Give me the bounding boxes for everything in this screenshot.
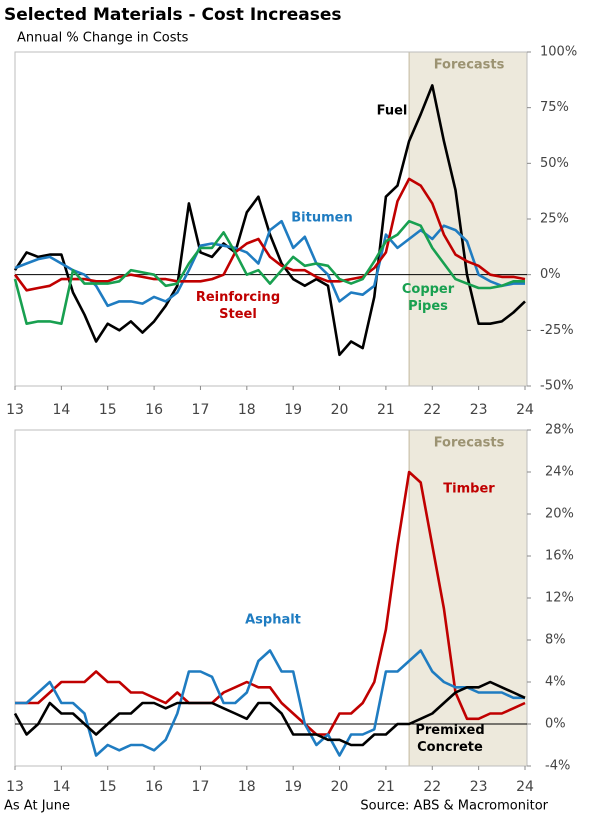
y-tick-label: -25% bbox=[540, 323, 574, 338]
x-tick-label: 22 bbox=[423, 402, 441, 418]
x-tick-label: 22 bbox=[423, 779, 441, 795]
series-label: Premixed Concrete bbox=[415, 723, 484, 755]
series-label: Bitumen bbox=[291, 211, 352, 226]
series-label: Copper Pipes bbox=[402, 282, 455, 314]
series-line bbox=[13, 177, 526, 292]
series-label: Fuel bbox=[377, 104, 408, 119]
x-tick-label: 15 bbox=[99, 402, 117, 418]
x-tick-label: 17 bbox=[192, 779, 210, 795]
x-tick-label: 21 bbox=[377, 779, 395, 795]
y-tick-label: 4% bbox=[545, 675, 566, 690]
forecast-label: Forecasts bbox=[434, 436, 505, 451]
x-tick-label: 16 bbox=[145, 779, 163, 795]
x-tick-label: 20 bbox=[331, 402, 349, 418]
y-tick-label: 0% bbox=[540, 267, 561, 282]
forecast-label: Forecasts bbox=[434, 58, 505, 73]
x-tick-label: 18 bbox=[238, 402, 256, 418]
x-tick-label: 20 bbox=[331, 779, 349, 795]
x-tick-label: 18 bbox=[238, 779, 256, 795]
y-tick-label: 75% bbox=[540, 100, 569, 115]
y-tick-label: 24% bbox=[545, 465, 574, 480]
series-line bbox=[15, 470, 526, 736]
footer-right: Source: ABS & Macromonitor bbox=[360, 799, 548, 814]
y-tick-label: 100% bbox=[540, 45, 577, 60]
x-tick-label: 23 bbox=[470, 779, 488, 795]
x-tick-label: 21 bbox=[377, 402, 395, 418]
footer-left: As At June bbox=[4, 799, 70, 814]
series-line bbox=[13, 680, 526, 747]
subtitle: Annual % Change in Costs bbox=[17, 31, 189, 46]
x-tick-label: 14 bbox=[52, 779, 70, 795]
y-tick-label: -4% bbox=[545, 759, 570, 774]
x-tick-label: 13 bbox=[6, 402, 24, 418]
series-line bbox=[13, 84, 526, 357]
y-tick-label: 50% bbox=[540, 156, 569, 171]
series-label: Timber bbox=[443, 482, 495, 497]
series-line bbox=[13, 219, 525, 325]
x-tick-label: 14 bbox=[52, 402, 70, 418]
x-tick-label: 13 bbox=[6, 779, 24, 795]
y-tick-label: 12% bbox=[545, 591, 574, 606]
x-tick-label: 24 bbox=[516, 779, 534, 795]
x-tick-label: 23 bbox=[470, 402, 488, 418]
y-tick-label: 16% bbox=[545, 549, 574, 564]
series-label: Asphalt bbox=[245, 613, 301, 628]
y-tick-label: -50% bbox=[540, 379, 574, 394]
y-tick-label: 20% bbox=[545, 507, 574, 522]
forecast-region bbox=[408, 51, 528, 387]
series-line bbox=[15, 649, 525, 757]
y-tick-label: 0% bbox=[545, 717, 566, 732]
y-tick-label: 28% bbox=[545, 423, 574, 438]
y-tick-label: 8% bbox=[545, 633, 566, 648]
x-tick-label: 24 bbox=[516, 402, 534, 418]
series-label: Reinforcing Steel bbox=[196, 290, 280, 322]
title: Selected Materials - Cost Increases bbox=[4, 5, 342, 25]
y-tick-label: 25% bbox=[540, 212, 569, 227]
x-tick-label: 17 bbox=[192, 402, 210, 418]
x-tick-label: 19 bbox=[284, 402, 302, 418]
x-tick-label: 15 bbox=[99, 779, 117, 795]
x-tick-label: 16 bbox=[145, 402, 163, 418]
x-tick-label: 19 bbox=[284, 779, 302, 795]
series-line bbox=[14, 219, 525, 308]
